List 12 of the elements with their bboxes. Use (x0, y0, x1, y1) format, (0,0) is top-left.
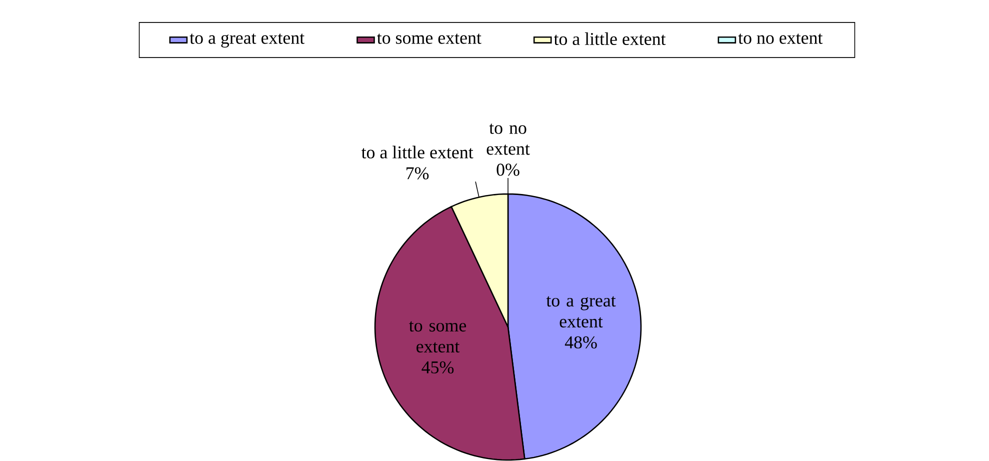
slice-label: to some extent (409, 321, 466, 352)
legend-label: to some extent (377, 34, 482, 44)
legend-label: to a great extent (190, 34, 304, 48)
data-label: 7% (406, 167, 429, 180)
slice-label: to a little extent (361, 146, 474, 158)
category-label: to no extent (486, 124, 530, 155)
data-label: 48% (564, 336, 597, 348)
slice-label: to a great extent (546, 296, 616, 328)
legend-label: to no extent (738, 34, 823, 44)
data-label: 45% (422, 361, 454, 374)
text: 0% (496, 164, 520, 176)
legend-label: to a little extent (554, 32, 666, 46)
